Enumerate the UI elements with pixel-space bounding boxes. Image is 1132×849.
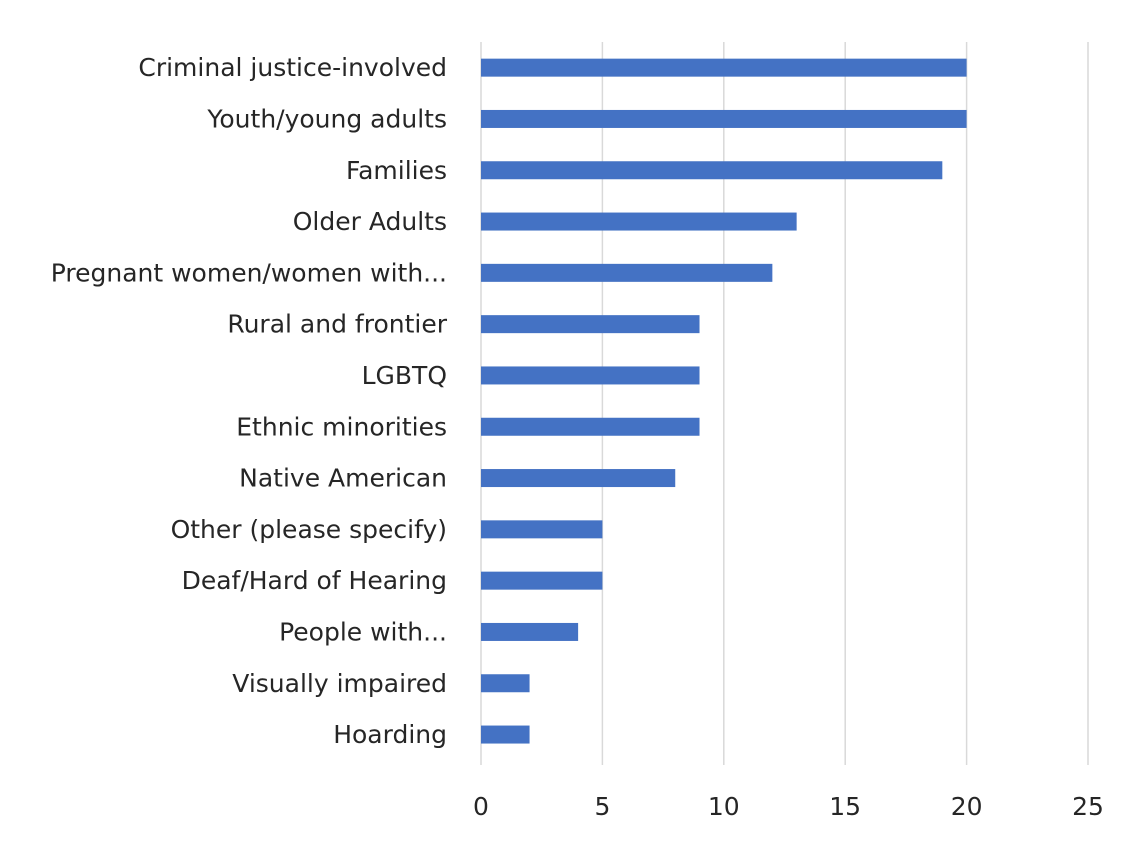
category-label: Older Adults (293, 207, 447, 236)
category-label: Deaf/Hard of Hearing (182, 566, 447, 595)
category-label: Criminal justice-involved (138, 53, 447, 82)
bar (481, 725, 530, 744)
bar (481, 109, 967, 128)
bar (481, 520, 603, 539)
bar (481, 161, 943, 180)
x-tick-label: 5 (594, 792, 610, 821)
category-labels: Criminal justice-involved Youth/young adu… (51, 53, 448, 749)
category-label: Visually impaired (232, 669, 447, 698)
bar (481, 622, 579, 641)
x-tick-label: 15 (829, 792, 861, 821)
category-label: Native American (239, 464, 447, 493)
bar (481, 315, 700, 334)
category-label: Other (please specify) (171, 515, 447, 544)
category-label: Youth/young adults (206, 104, 447, 133)
x-tick-label: 25 (1072, 792, 1104, 821)
x-tick-label: 0 (473, 792, 489, 821)
category-label: Pregnant women/women with... (51, 258, 447, 287)
bar (481, 674, 530, 693)
category-label: Hoarding (333, 720, 447, 749)
bar (481, 469, 676, 488)
category-label: Rural and frontier (227, 310, 447, 339)
category-label: LGBTQ (362, 361, 447, 390)
category-label: People with... (279, 617, 447, 646)
bars (481, 58, 967, 744)
x-axis-ticks: 0 5 10 15 20 25 (473, 792, 1104, 821)
bar (481, 417, 700, 436)
x-tick-label: 20 (951, 792, 983, 821)
gridlines (480, 42, 1089, 765)
bar (481, 58, 967, 77)
category-label: Ethnic minorities (236, 412, 447, 441)
bar (481, 212, 797, 231)
bar (481, 571, 603, 590)
bar (481, 263, 773, 282)
x-tick-label: 10 (708, 792, 740, 821)
bar (481, 366, 700, 385)
category-label: Families (346, 156, 447, 185)
